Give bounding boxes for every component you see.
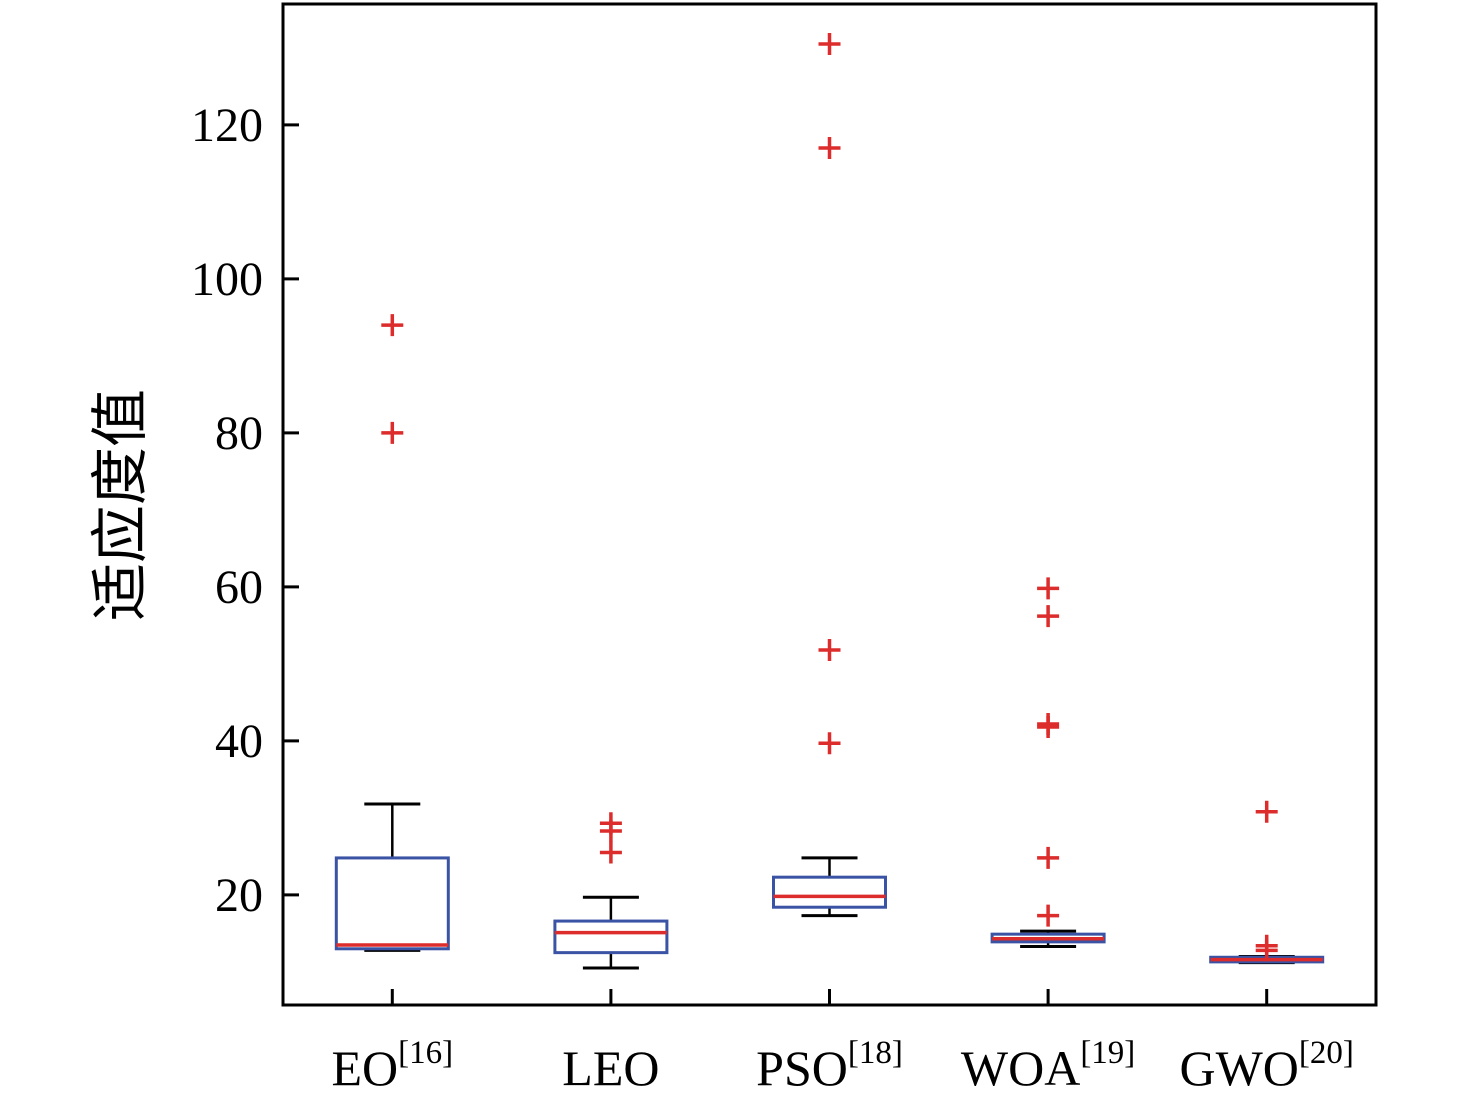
y-tick-label: 20 — [215, 869, 263, 922]
outlier-marker-leo — [599, 841, 622, 864]
y-tick-label: 120 — [191, 99, 263, 152]
outlier-marker-pso — [818, 136, 841, 159]
outlier-marker-woa — [1037, 846, 1060, 869]
outlier-marker-woa — [1037, 716, 1060, 739]
y-tick-label: 100 — [191, 253, 263, 306]
outlier-marker-pso — [818, 33, 841, 56]
outlier-marker-pso — [818, 732, 841, 755]
y-tick-label: 60 — [215, 561, 263, 614]
x-category-label-eo: EO[16] — [331, 1035, 453, 1096]
outlier-marker-woa — [1037, 605, 1060, 628]
x-category-label-gwo: GWO[20] — [1179, 1035, 1353, 1096]
x-category-label-leo: LEO — [562, 1040, 659, 1096]
x-category-label-woa: WOA[19] — [961, 1035, 1135, 1096]
outlier-marker-woa — [1037, 904, 1060, 927]
outlier-marker-woa — [1037, 577, 1060, 600]
box-eo — [334, 856, 450, 951]
outlier-marker-leo — [599, 819, 622, 842]
outlier-marker-gwo — [1255, 800, 1278, 823]
outlier-marker-gwo — [1255, 939, 1278, 962]
y-axis-label: 适应度值 — [88, 389, 153, 621]
outlier-marker-eo — [381, 421, 404, 444]
outlier-marker-pso — [818, 639, 841, 662]
box-pso — [772, 875, 887, 909]
outlier-marker-eo — [381, 314, 404, 337]
y-tick-label: 40 — [215, 715, 263, 768]
x-category-label-pso: PSO[18] — [756, 1035, 903, 1096]
y-tick-label: 80 — [215, 407, 263, 460]
box-leo — [553, 919, 669, 955]
plot-area: 20 40 60 80 100 120 EO[16] LEO PSO[18] WOA[19] GWO… — [191, 2, 1378, 1096]
